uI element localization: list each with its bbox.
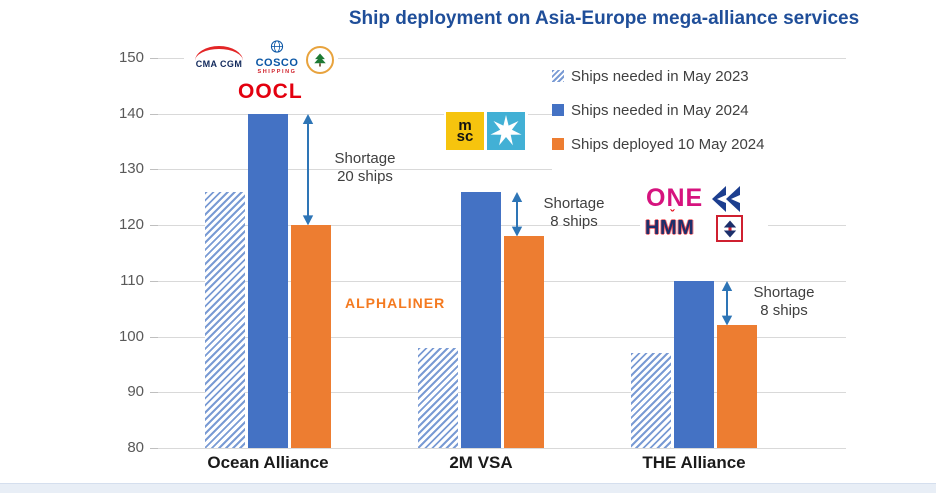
legend-item-ships-deployed-10-may-2024: Ships deployed 10 May 2024 — [552, 135, 892, 153]
hapag-lloyd-double-pennant-icon — [704, 186, 742, 217]
y-axis-label-140: 140 — [118, 104, 144, 122]
y-axis-label-150: 150 — [118, 49, 144, 66]
oocl-logo: OOCL — [238, 80, 303, 103]
legend-item-ships-needed-may-2023: Ships needed in May 2023 — [552, 67, 892, 85]
x-axis-label-ocean-alliance: Ocean Alliance — [207, 453, 329, 472]
y-axis-tick — [150, 336, 158, 338]
solid-orange-swatch-icon — [552, 138, 564, 150]
y-axis-label-100: 100 — [118, 327, 144, 345]
gridline-80 — [158, 448, 846, 449]
y-axis-label-90: 90 — [127, 383, 144, 401]
2m-logo-cluster: m sc — [444, 110, 528, 152]
y-axis-tick — [150, 280, 158, 282]
cosco-globe-icon — [270, 40, 284, 53]
y-axis-tick — [150, 169, 158, 171]
maersk-star-logo — [487, 112, 525, 150]
the-alliance-logo-cluster: ONE HMM ˇ — [640, 182, 768, 246]
hatched-blue-swatch-icon — [552, 70, 564, 82]
shortage-arrow-icon-ocean-alliance — [300, 113, 316, 226]
shortage-label-the-alliance: Shortage 8 ships — [753, 284, 815, 320]
bar-ships-needed-in-may-2024-ocean-alliance — [248, 113, 288, 448]
y-axis-label-120: 120 — [118, 216, 144, 234]
bar-ships-needed-in-may-2023-2m-vsa — [418, 347, 458, 448]
bar-ships-needed-in-may-2024-the-alliance — [674, 280, 714, 448]
gridline-110 — [158, 280, 846, 282]
chart-title: Ship deployment on Asia-Europe mega-alli… — [348, 8, 860, 29]
y-axis-label-110: 110 — [120, 271, 144, 289]
chart-legend: Ships needed in May 2023 Ships needed in… — [552, 60, 892, 170]
y-axis-label-80: 80 — [127, 439, 144, 456]
one-logo: ONE — [646, 184, 704, 212]
y-axis-tick — [150, 58, 158, 59]
solid-blue-swatch-icon — [552, 104, 564, 116]
cma-cgm-logo: CMA CGM — [186, 46, 252, 69]
hmm-logo: HMM ˇ — [645, 207, 695, 239]
cosco-shipping-logo: COSCO SHIPPING — [248, 40, 306, 76]
legend-label: Ships needed in May 2024 — [571, 101, 749, 119]
bar-ships-deployed-10-may-2024-2m-vsa — [504, 236, 544, 448]
hmm-caron-mark: ˇ — [670, 207, 675, 222]
yang-ming-flag-icon — [716, 215, 743, 242]
y-axis-tick — [150, 113, 158, 115]
bar-ships-deployed-10-may-2024-ocean-alliance — [291, 225, 331, 448]
y-axis-tick — [150, 225, 158, 227]
gridline-130 — [158, 169, 846, 171]
cma-cgm-swoosh-icon — [195, 46, 243, 61]
gridline-150 — [158, 58, 846, 59]
legend-label: Ships needed in May 2023 — [571, 67, 749, 85]
shortage-label-2m-vsa: Shortage 8 ships — [543, 195, 605, 230]
evergreen-emblem-icon — [306, 46, 334, 74]
bar-ships-deployed-10-may-2024-the-alliance — [717, 325, 757, 448]
y-axis-label-130: 130 — [118, 160, 144, 178]
msc-logo: m sc — [446, 112, 484, 150]
ocean-alliance-logo-cluster: CMA CGM COSCO SHIPPING — [184, 40, 338, 78]
bar-ships-needed-in-may-2023-the-alliance — [631, 353, 671, 448]
bar-ships-needed-in-may-2023-ocean-alliance — [205, 191, 245, 448]
shortage-label-ocean-alliance: Shortage 20 ships — [334, 150, 396, 186]
shortage-arrow-icon-2m-vsa — [509, 191, 525, 237]
bar-ships-needed-in-may-2024-2m-vsa — [461, 191, 501, 448]
maersk-star-icon — [490, 115, 522, 146]
bottom-edge-strip — [0, 483, 936, 493]
gridline-90 — [158, 392, 846, 394]
y-axis-tick — [150, 448, 158, 449]
x-axis-label-2m-vsa: 2M VSA — [449, 453, 513, 472]
x-axis-label-the-alliance: THE Alliance — [642, 453, 746, 472]
shortage-arrow-icon-the-alliance — [719, 280, 735, 326]
legend-item-ships-needed-may-2024: Ships needed in May 2024 — [552, 101, 892, 119]
y-axis-tick — [150, 392, 158, 394]
alphaliner-watermark: ALPHALINER — [345, 295, 446, 311]
legend-label: Ships deployed 10 May 2024 — [571, 135, 765, 153]
gridline-100 — [158, 336, 846, 338]
gridline-120 — [158, 225, 846, 227]
